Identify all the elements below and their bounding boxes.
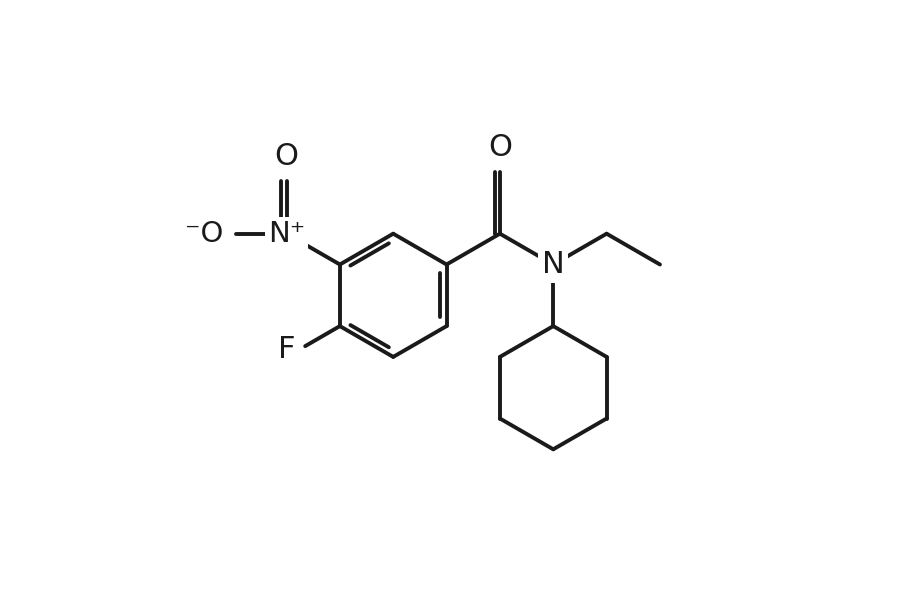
Text: N⁺: N⁺ — [268, 220, 305, 248]
Text: O: O — [275, 142, 298, 172]
Text: N: N — [541, 250, 564, 279]
Text: ⁻O: ⁻O — [186, 220, 224, 248]
Text: F: F — [278, 335, 296, 364]
Text: O: O — [488, 133, 512, 162]
